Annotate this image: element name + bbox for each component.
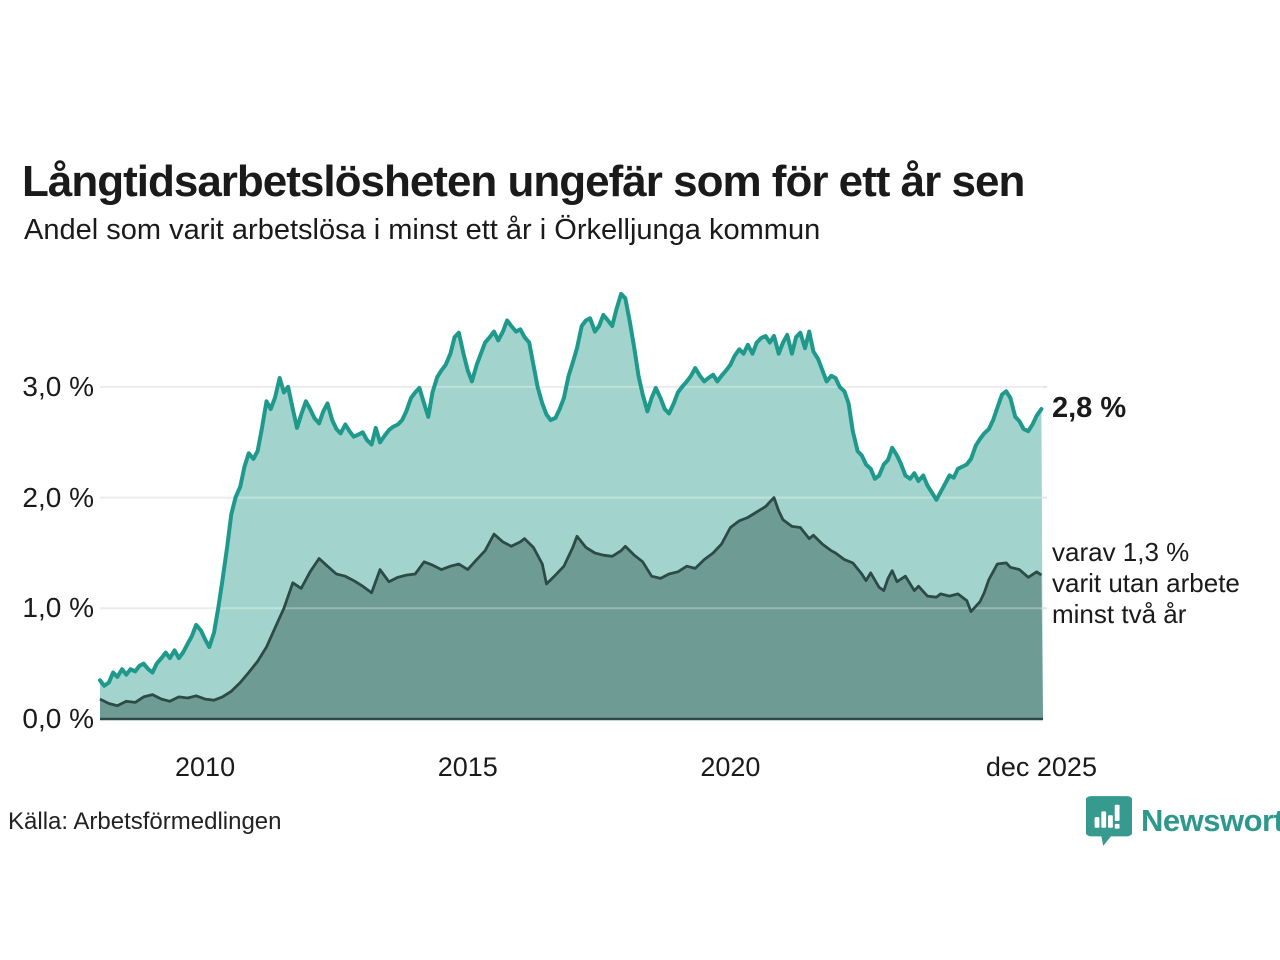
y-axis-label: 3,0 %	[22, 370, 94, 402]
page-title: Långtidsarbetslösheten ungefär som för e…	[22, 157, 1025, 207]
secondary-value-label: varav 1,3 % varit utan arbete minst två …	[1052, 537, 1240, 630]
latest-value-label: 2,8 %	[1052, 392, 1127, 424]
secondary-value-line1: varav 1,3 %	[1052, 537, 1190, 567]
x-axis-label: 2020	[700, 752, 761, 782]
line-long-term-unemployed	[98, 291, 1044, 688]
x-axis-label: 2010	[175, 752, 236, 782]
y-axis-label: 2,0 %	[22, 481, 94, 513]
x-axis-label: dec 2025	[985, 752, 1097, 782]
x-axis-label: 2015	[437, 752, 498, 782]
bar-chart-speech-bubble-icon	[1085, 795, 1133, 847]
source-note: Källa: Arbetsförmedlingen	[8, 808, 282, 835]
y-axis-label: 1,0 %	[22, 592, 94, 624]
logo-wordmark: Newsworthy	[1141, 803, 1280, 838]
y-axis-label: 0,0 %	[22, 703, 94, 734]
chart-subtitle: Andel som varit arbetslösa i minst ett å…	[24, 214, 821, 246]
area-very-long-term-unemployed	[100, 497, 1043, 719]
secondary-value-line2: varit utan arbete	[1052, 568, 1240, 598]
secondary-value-line3: minst två år	[1052, 599, 1187, 629]
line-very-long-term-unemployed	[99, 496, 1043, 708]
area-chart	[98, 291, 1047, 721]
newsworthy-logo: Newsworthy	[1085, 795, 1280, 847]
